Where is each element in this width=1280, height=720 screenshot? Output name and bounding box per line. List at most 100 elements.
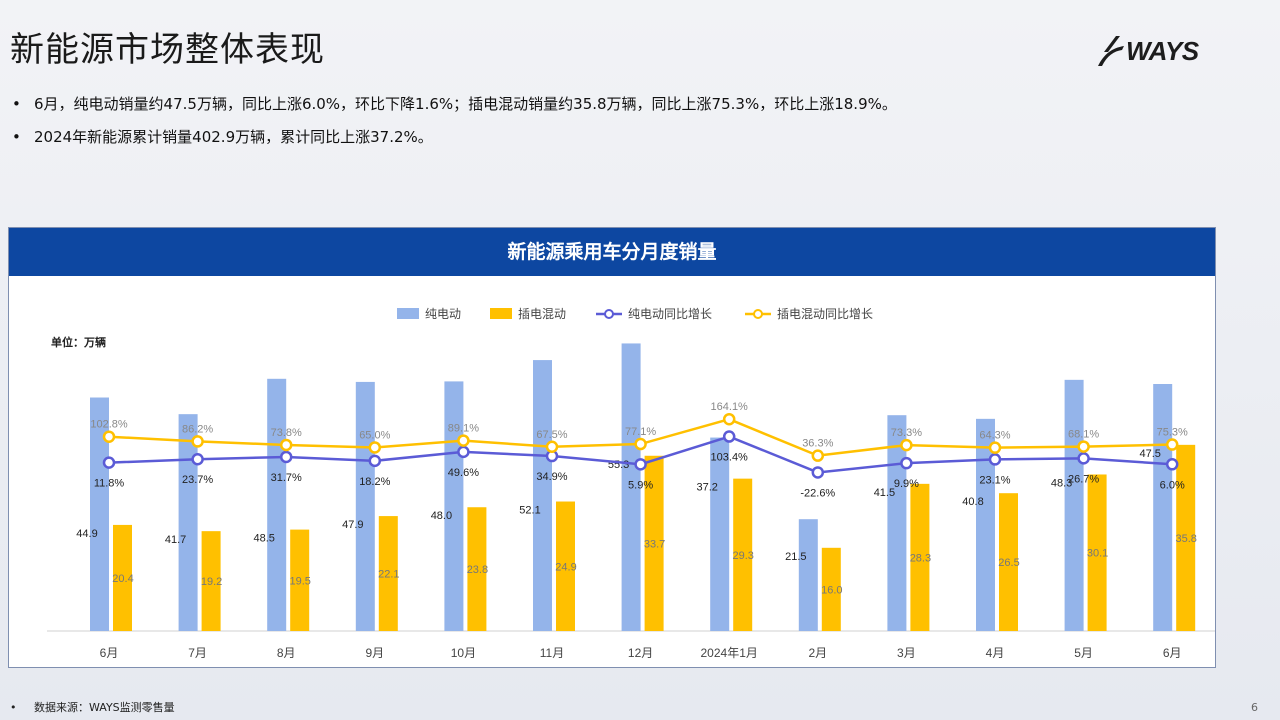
marker-phev-yoy (368, 441, 382, 454)
marker-phev-yoy (988, 441, 1002, 454)
x-tick-label: 2024年1月 (701, 646, 758, 660)
label-phev-yoy: 73.8% (271, 427, 302, 439)
legend-marker (604, 309, 614, 319)
x-tick-label: 12月 (628, 646, 653, 660)
page-number: 6 (1251, 701, 1258, 714)
label-bev-yoy: 34.9% (536, 471, 567, 483)
bar-phev (1087, 474, 1107, 631)
label-phev-yoy: 77.1% (625, 426, 656, 438)
label-bev-yoy: 31.7% (271, 472, 302, 484)
marker-phev-yoy (811, 449, 825, 462)
bar-label-bev: 48.5 (253, 533, 274, 545)
label-bev-yoy: 6.0% (1160, 479, 1185, 491)
x-tick-label: 9月 (365, 646, 384, 660)
bar-label-bev: 47.9 (342, 519, 363, 531)
label-phev-yoy: 89.1% (448, 423, 479, 435)
marker-phev-yoy (457, 434, 470, 447)
label-phev-yoy: 164.1% (711, 401, 749, 413)
bar-bev (355, 381, 375, 631)
bar-label-bev: 52.1 (519, 505, 540, 517)
marker-phev-yoy (634, 437, 647, 451)
marker-phev-yoy (545, 440, 559, 454)
bar-bev (1153, 384, 1173, 631)
bar-phev (910, 483, 930, 631)
bar-label-bev: 48.0 (431, 510, 452, 522)
label-phev-yoy: 64.3% (979, 430, 1010, 442)
bar-bev (887, 415, 907, 631)
label-bev-yoy: 23.7% (182, 474, 213, 486)
bar-bev (621, 343, 641, 631)
bar-phev (733, 478, 753, 631)
bar-phev (378, 516, 398, 631)
bullet-item: 2024年新能源累计销量402.9万辆，累计同比上涨37.2%。 (12, 121, 897, 154)
label-phev-yoy: 65.0% (359, 429, 390, 441)
marker-bev-yoy (811, 466, 825, 479)
marker-phev-yoy (1165, 438, 1179, 451)
bar-label-phev: 26.5 (998, 557, 1019, 569)
summary-bullets: 6月，纯电动销量约47.5万辆，同比上涨6.0%，环比下降1.6%；插电混动销量… (12, 88, 897, 154)
bar-phev (644, 455, 664, 631)
marker-bev-yoy (988, 453, 1002, 466)
chart-title: 新能源乘用车分月度销量 (9, 228, 1215, 276)
marker-bev-yoy (279, 450, 293, 464)
label-bev-yoy: -22.6% (800, 487, 835, 499)
bar-phev (1176, 444, 1196, 631)
bar-phev (113, 524, 132, 631)
data-source-label: 数据来源：WAYS监测零售量 (34, 701, 175, 714)
bullet-item: 6月，纯电动销量约47.5万辆，同比上涨6.0%，环比下降1.6%；插电混动销量… (12, 88, 897, 121)
legend-label: 插电混动同比增长 (777, 307, 873, 321)
bar-label-phev: 28.3 (910, 552, 931, 564)
logo-text: WAYS (1126, 36, 1199, 66)
bar-label-phev: 35.8 (1175, 533, 1196, 545)
bar-label-bev: 47.5 (1139, 448, 1160, 460)
bar-label-phev: 20.4 (112, 573, 133, 585)
ways-logo: WAYS (1096, 36, 1216, 70)
marker-bev-yoy (1165, 458, 1179, 471)
bar-phev (290, 529, 310, 631)
footer-source: • 数据来源：WAYS监测零售量 (10, 699, 175, 715)
bar-bev (267, 378, 287, 631)
bar-label-phev: 29.3 (732, 550, 753, 562)
marker-phev-yoy (722, 412, 736, 426)
bar-label-bev: 44.9 (76, 528, 97, 540)
label-bev-yoy: 49.6% (448, 467, 479, 479)
label-bev-yoy: 18.2% (359, 476, 390, 488)
label-bev-yoy: 23.1% (979, 474, 1010, 486)
bar-label-bev: 21.5 (785, 551, 806, 563)
page-title: 新能源市场整体表现 (10, 30, 325, 70)
x-tick-label: 10月 (451, 646, 476, 660)
legend-swatch (397, 308, 419, 319)
marker-phev-yoy (279, 438, 293, 452)
logo-mark-icon (1098, 36, 1124, 66)
legend-marker (753, 309, 763, 319)
bar-bev (444, 381, 464, 631)
label-bev-yoy: 9.9% (894, 478, 919, 490)
bar-bev (710, 437, 730, 631)
x-tick-label: 4月 (986, 646, 1005, 660)
bar-label-phev: 16.0 (821, 584, 842, 596)
bar-label-phev: 19.5 (289, 575, 310, 587)
marker-bev-yoy (1077, 452, 1090, 465)
marker-bev-yoy (368, 454, 382, 468)
bar-phev (999, 493, 1018, 631)
label-phev-yoy: 86.2% (182, 423, 213, 435)
legend-swatch (490, 308, 512, 319)
label-phev-yoy: 73.3% (891, 427, 922, 439)
label-bev-yoy: 5.9% (628, 479, 653, 491)
unit-label: 单位：万辆 (51, 335, 106, 349)
marker-phev-yoy (900, 438, 913, 452)
bar-label-phev: 30.1 (1087, 548, 1108, 560)
bar-label-phev: 23.8 (467, 564, 488, 576)
label-phev-yoy: 68.1% (1068, 429, 1099, 441)
bar-bev (533, 360, 552, 631)
x-tick-label: 5月 (1074, 646, 1093, 660)
x-tick-label: 6月 (1163, 646, 1182, 660)
marker-phev-yoy (1077, 440, 1090, 453)
marker-bev-yoy (722, 430, 736, 443)
marker-bev-yoy (900, 456, 913, 470)
marker-phev-yoy (102, 430, 116, 443)
marker-bev-yoy (634, 458, 647, 471)
bar-bev (976, 418, 995, 631)
label-bev-yoy: 11.8% (94, 478, 125, 490)
bar-bev (1064, 379, 1084, 631)
